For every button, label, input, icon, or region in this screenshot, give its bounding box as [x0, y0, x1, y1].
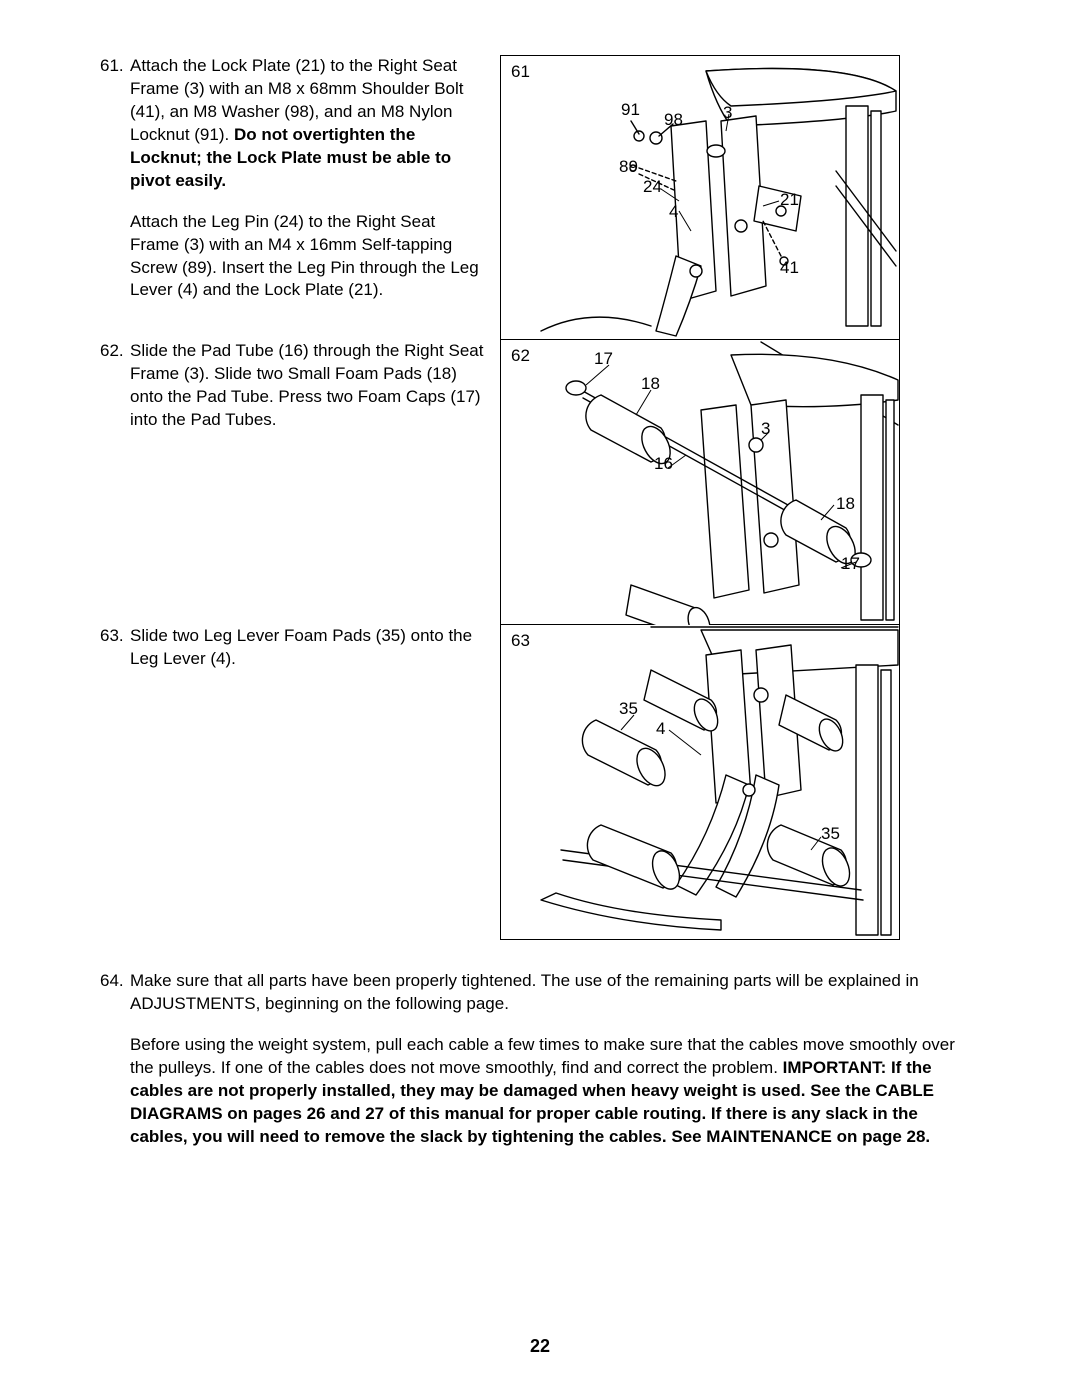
- step-63-text: 63. Slide two Leg Lever Foam Pads (35) o…: [100, 625, 495, 940]
- callout-98: 98: [664, 111, 683, 128]
- two-column-layout: 61. Attach the Lock Plate (21) to the Ri…: [100, 55, 980, 940]
- callout-21: 21: [780, 191, 799, 208]
- figure-62: 62: [500, 340, 900, 625]
- callout-4: 4: [669, 203, 678, 220]
- text-column: 61. Attach the Lock Plate (21) to the Ri…: [100, 55, 500, 940]
- step-63-para1: Slide two Leg Lever Foam Pads (35) onto …: [130, 625, 485, 671]
- figure-63: 63: [500, 625, 900, 940]
- callout-35: 35: [619, 700, 638, 717]
- callout-35: 35: [821, 825, 840, 842]
- step-62-text: 62. Slide the Pad Tube (16) through the …: [100, 340, 495, 625]
- callout-3: 3: [761, 420, 770, 437]
- step-64-para2: Before using the weight system, pull eac…: [130, 1034, 978, 1149]
- step-body: Make sure that all parts have been prope…: [130, 970, 978, 1167]
- callout-41: 41: [780, 259, 799, 276]
- step-61-para1: Attach the Lock Plate (21) to the Right …: [130, 55, 485, 193]
- callout-89: 89: [619, 158, 638, 175]
- step-body: Slide two Leg Lever Foam Pads (35) onto …: [130, 625, 485, 689]
- figure-63-svg: [501, 625, 901, 940]
- callout-16: 16: [654, 455, 673, 472]
- step-62-para1: Slide the Pad Tube (16) through the Righ…: [130, 340, 485, 432]
- callout-18: 18: [641, 375, 660, 392]
- callout-91: 91: [621, 101, 640, 118]
- step-body: Slide the Pad Tube (16) through the Righ…: [130, 340, 485, 450]
- step-number: 61.: [100, 55, 130, 78]
- step-61-text: 61. Attach the Lock Plate (21) to the Ri…: [100, 55, 495, 340]
- step-64-para1: Make sure that all parts have been prope…: [130, 970, 978, 1016]
- manual-page: 61. Attach the Lock Plate (21) to the Ri…: [0, 0, 1080, 1397]
- step-number: 62.: [100, 340, 130, 363]
- step-number: 64.: [100, 970, 130, 993]
- page-number: 22: [0, 1336, 1080, 1357]
- figure-column: 61: [500, 55, 900, 940]
- callout-17: 17: [841, 555, 860, 572]
- step-number: 63.: [100, 625, 130, 648]
- figure-61-svg: [501, 56, 901, 341]
- callout-18: 18: [836, 495, 855, 512]
- figure-61: 61: [500, 55, 900, 340]
- callout-24: 24: [643, 178, 662, 195]
- step-61-para2: Attach the Leg Pin (24) to the Right Sea…: [130, 211, 485, 303]
- figure-62-svg: [501, 340, 901, 625]
- callout-4: 4: [656, 720, 665, 737]
- step-body: Attach the Lock Plate (21) to the Right …: [130, 55, 485, 320]
- callout-3: 3: [723, 104, 732, 121]
- callout-17: 17: [594, 350, 613, 367]
- step-64-text: 64. Make sure that all parts have been p…: [100, 970, 980, 1167]
